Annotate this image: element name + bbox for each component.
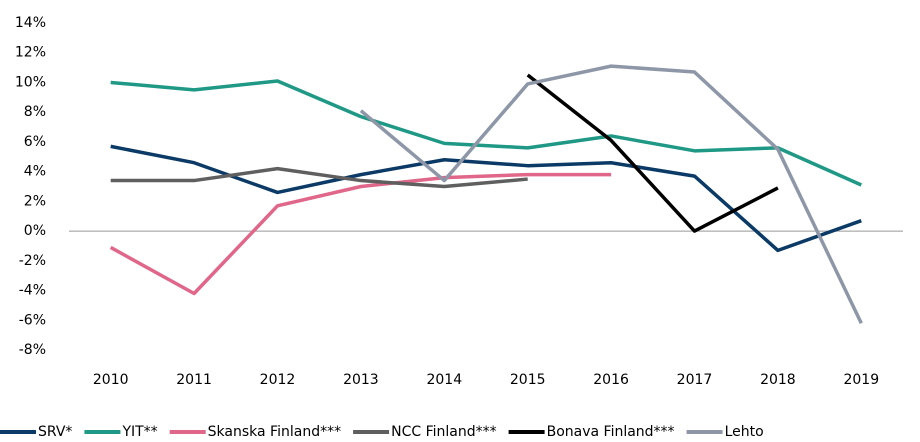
legend-label: Lehto xyxy=(725,424,764,440)
series-line xyxy=(526,73,779,233)
y-tick-label: 14% xyxy=(15,15,46,31)
y-tick-label: -4% xyxy=(19,283,46,299)
y-tick-label: -2% xyxy=(19,253,46,269)
y-tick-label: 10% xyxy=(15,74,46,90)
series-line xyxy=(110,166,528,189)
x-tick-label: 2015 xyxy=(510,372,546,388)
legend-label: Bonava Finland*** xyxy=(547,424,675,440)
x-tick-label: 2014 xyxy=(426,372,462,388)
x-tick-label: 2017 xyxy=(677,372,713,388)
y-tick-label: 8% xyxy=(24,104,46,120)
series-line xyxy=(110,79,863,187)
y-tick-label: 0% xyxy=(24,223,46,239)
x-tick-label: 2011 xyxy=(176,372,212,388)
y-tick-label: -8% xyxy=(19,342,46,358)
x-tick-label: 2012 xyxy=(260,372,296,388)
y-tick-label: 6% xyxy=(24,134,46,150)
x-tick-label: 2016 xyxy=(593,372,629,388)
x-tick-label: 2010 xyxy=(93,372,129,388)
y-tick-label: 2% xyxy=(24,193,46,209)
y-tick-label: 12% xyxy=(15,45,46,61)
legend-label: Skanska Finland*** xyxy=(208,424,341,440)
y-tick-label: 4% xyxy=(24,164,46,180)
x-tick-label: 2013 xyxy=(343,372,379,388)
x-tick-label: 2019 xyxy=(843,372,879,388)
y-tick-label: -6% xyxy=(19,312,46,328)
legend-label: NCC Finland*** xyxy=(391,424,497,440)
legend-label: SRV* xyxy=(38,424,72,440)
x-tick-label: 2018 xyxy=(760,372,796,388)
legend-label: YIT** xyxy=(121,424,157,440)
series-line xyxy=(110,144,862,253)
series-line xyxy=(109,172,612,296)
series-line xyxy=(359,64,863,325)
